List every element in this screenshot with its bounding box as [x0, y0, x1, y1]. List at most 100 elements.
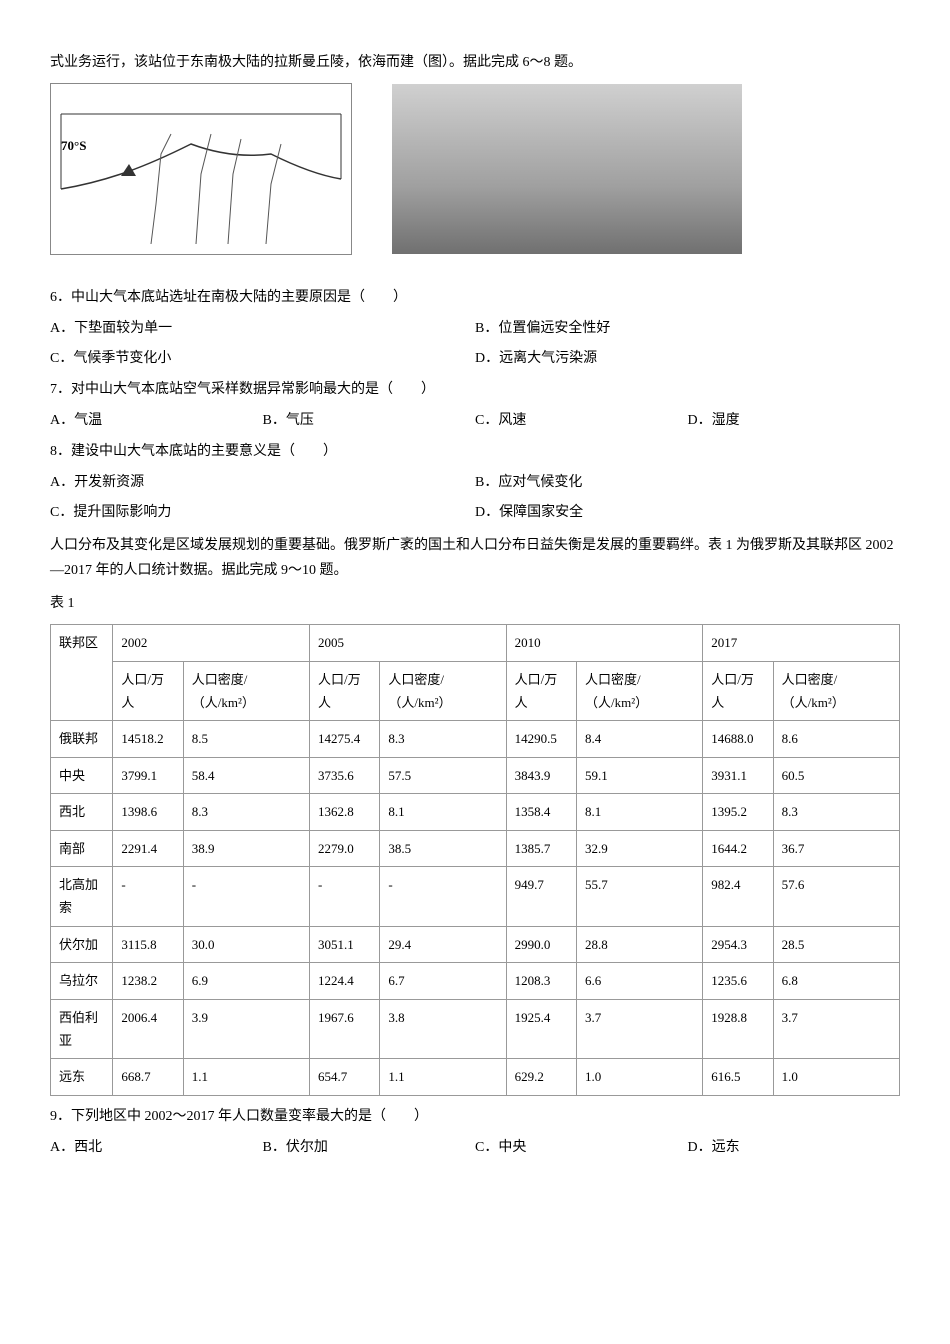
table-cell-region: 西伯利亚	[51, 999, 113, 1059]
q6-option-c: C．气候季节变化小	[50, 346, 475, 371]
table-cell-region: 中央	[51, 757, 113, 793]
table-cell: 36.7	[773, 830, 899, 866]
q8-option-a: A．开发新资源	[50, 470, 475, 495]
table-cell-region: 俄联邦	[51, 721, 113, 757]
table-cell: 6.8	[773, 963, 899, 999]
table-cell: 3115.8	[113, 926, 183, 962]
table-row: 北高加索----949.755.7982.457.6	[51, 866, 900, 926]
table-header-year-2002: 2002	[113, 625, 310, 661]
table-cell: 3051.1	[310, 926, 380, 962]
table-cell: -	[113, 866, 183, 926]
q7-stem: 7．对中山大气本底站空气采样数据异常影响最大的是（ ）	[50, 377, 900, 402]
table-cell: 1925.4	[506, 999, 576, 1059]
table-cell: 59.1	[576, 757, 702, 793]
table-cell: 654.7	[310, 1059, 380, 1095]
table-cell: 14688.0	[703, 721, 773, 757]
table-header-year-2017: 2017	[703, 625, 900, 661]
table-row: 伏尔加3115.830.03051.129.42990.028.82954.32…	[51, 926, 900, 962]
table-cell: 616.5	[703, 1059, 773, 1095]
table-cell: 1967.6	[310, 999, 380, 1059]
table-subheader: 人口/万人	[703, 661, 773, 721]
table-cell: 8.3	[380, 721, 506, 757]
table-cell-region: 西北	[51, 794, 113, 830]
table-subheader: 人口/万人	[506, 661, 576, 721]
table-cell: 1235.6	[703, 963, 773, 999]
table-cell: 1.0	[773, 1059, 899, 1095]
table-cell: 8.3	[773, 794, 899, 830]
table-cell: 2990.0	[506, 926, 576, 962]
table-row: 南部2291.438.92279.038.51385.732.91644.236…	[51, 830, 900, 866]
table-caption: 表 1	[50, 591, 900, 616]
table-cell-region: 远东	[51, 1059, 113, 1095]
table-cell: 3.9	[183, 999, 309, 1059]
table-cell: 1238.2	[113, 963, 183, 999]
q7-option-b: B．气压	[263, 408, 476, 433]
table-cell: 1928.8	[703, 999, 773, 1059]
q6-option-d: D．远离大气污染源	[475, 346, 900, 371]
table-cell-region: 乌拉尔	[51, 963, 113, 999]
table-cell: 2954.3	[703, 926, 773, 962]
station-photo	[392, 84, 742, 254]
table-cell: 8.1	[576, 794, 702, 830]
table-cell: 29.4	[380, 926, 506, 962]
q8-stem: 8．建设中山大气本底站的主要意义是（ ）	[50, 439, 900, 464]
figure-row: 70°S	[50, 83, 900, 255]
table-row: 俄联邦14518.28.514275.48.314290.58.414688.0…	[51, 721, 900, 757]
table-cell: 1362.8	[310, 794, 380, 830]
table-cell: 3843.9	[506, 757, 576, 793]
population-table: 联邦区 2002 2005 2010 2017 人口/万人 人口密度/（人/km…	[50, 624, 900, 1095]
table-cell: 3.7	[773, 999, 899, 1059]
table-cell: 58.4	[183, 757, 309, 793]
table-cell: 1.0	[576, 1059, 702, 1095]
q7-option-a: A．气温	[50, 408, 263, 433]
table-row: 远东668.71.1654.71.1629.21.0616.51.0	[51, 1059, 900, 1095]
table-cell: 57.5	[380, 757, 506, 793]
table-subheader: 人口密度/（人/km²）	[773, 661, 899, 721]
table-cell: 28.8	[576, 926, 702, 962]
table-cell: 1644.2	[703, 830, 773, 866]
table-header-year-2010: 2010	[506, 625, 703, 661]
q6-stem: 6．中山大气本底站选址在南极大陆的主要原因是（ ）	[50, 285, 900, 310]
table-subheader: 人口密度/（人/km²）	[576, 661, 702, 721]
table-row: 中央3799.158.43735.657.53843.959.13931.160…	[51, 757, 900, 793]
map-figure: 70°S	[50, 83, 352, 255]
table-cell: 30.0	[183, 926, 309, 962]
passage-2: 人口分布及其变化是区域发展规划的重要基础。俄罗斯广袤的国土和人口分布日益失衡是发…	[50, 533, 900, 583]
table-cell: 38.9	[183, 830, 309, 866]
table-cell: 668.7	[113, 1059, 183, 1095]
table-cell: 38.5	[380, 830, 506, 866]
table-cell: 28.5	[773, 926, 899, 962]
table-header-year-2005: 2005	[310, 625, 507, 661]
table-cell: -	[183, 866, 309, 926]
table-cell: 14275.4	[310, 721, 380, 757]
table-cell: 8.3	[183, 794, 309, 830]
table-cell: 3.8	[380, 999, 506, 1059]
table-cell: 1385.7	[506, 830, 576, 866]
map-latitude-label: 70°S	[61, 134, 86, 157]
table-cell: 949.7	[506, 866, 576, 926]
q9-option-a: A．西北	[50, 1135, 263, 1160]
table-cell: 3931.1	[703, 757, 773, 793]
table-cell: 32.9	[576, 830, 702, 866]
table-cell: 1.1	[183, 1059, 309, 1095]
table-cell: 8.4	[576, 721, 702, 757]
table-cell: 14290.5	[506, 721, 576, 757]
table-subheader: 人口密度/（人/km²）	[183, 661, 309, 721]
table-cell: 1208.3	[506, 963, 576, 999]
table-cell: 8.1	[380, 794, 506, 830]
table-cell: 14518.2	[113, 721, 183, 757]
table-cell: 3735.6	[310, 757, 380, 793]
table-header-region: 联邦区	[51, 625, 113, 721]
table-cell: 982.4	[703, 866, 773, 926]
table-cell: 60.5	[773, 757, 899, 793]
table-cell-region: 南部	[51, 830, 113, 866]
table-cell: 1224.4	[310, 963, 380, 999]
table-cell: 2279.0	[310, 830, 380, 866]
table-cell: 55.7	[576, 866, 702, 926]
table-cell: 2006.4	[113, 999, 183, 1059]
table-row: 西伯利亚2006.43.91967.63.81925.43.71928.83.7	[51, 999, 900, 1059]
table-cell-region: 北高加索	[51, 866, 113, 926]
table-cell-region: 伏尔加	[51, 926, 113, 962]
table-cell: 1395.2	[703, 794, 773, 830]
table-row: 西北1398.68.31362.88.11358.48.11395.28.3	[51, 794, 900, 830]
